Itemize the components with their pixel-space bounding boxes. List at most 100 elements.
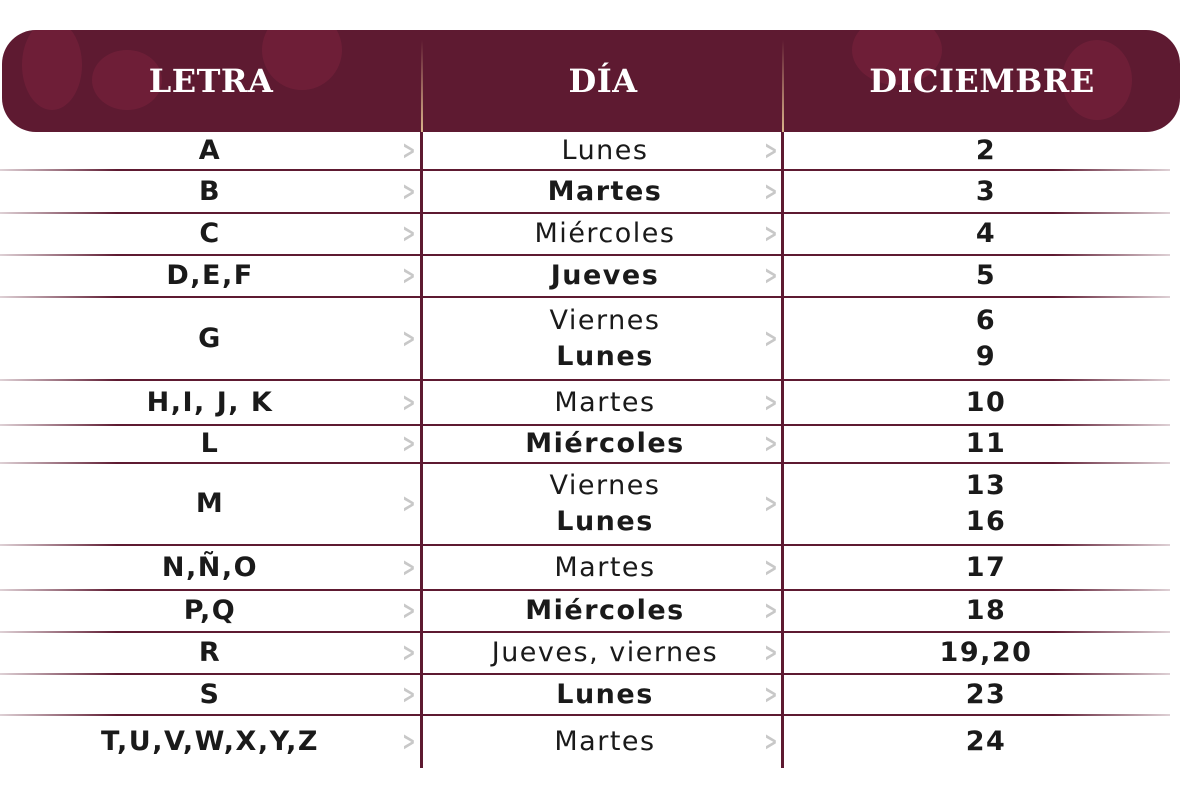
chevron-right-icon: > — [402, 429, 416, 459]
letter-cell: H,I, J, K — [146, 386, 274, 418]
date-text: 11 — [965, 428, 1007, 459]
chevron-right-icon: > — [402, 596, 416, 626]
day-cell: Martes — [425, 545, 785, 590]
flower-decoration — [1062, 40, 1132, 120]
day-cell: Lunes — [425, 674, 785, 715]
day-cell: Viernes Lunes — [425, 463, 785, 545]
header-divider — [782, 40, 784, 132]
row-divider — [0, 379, 1170, 381]
day-cell: Lunes — [425, 132, 785, 170]
day-cell: Jueves, viernes — [425, 632, 785, 674]
date-text: 5 — [975, 260, 997, 291]
table-row: > > L Miércoles 11 — [0, 425, 1200, 463]
chevron-right-icon: > — [402, 638, 416, 668]
letter-cell: T,U,V,W,X,Y,Z — [100, 725, 319, 757]
day-text: Martes — [554, 725, 656, 757]
chevron-right-icon: > — [402, 261, 416, 291]
date-text: 6 — [975, 304, 997, 336]
date-text: 2 — [975, 135, 997, 166]
chevron-right-icon: > — [764, 679, 778, 710]
flower-decoration — [92, 50, 162, 110]
day-cell: Miércoles — [425, 425, 785, 463]
chevron-right-icon: > — [764, 176, 778, 207]
day-text: Viernes — [549, 304, 661, 336]
letter-cell: G — [198, 322, 222, 354]
row-divider — [0, 673, 1170, 675]
letter-cell: N,Ñ,O — [161, 551, 259, 583]
letter-cell: B — [198, 175, 222, 207]
date-cell: 17 — [786, 545, 1186, 590]
date-cell: 11 — [786, 425, 1186, 463]
letter-cell: A — [198, 135, 222, 166]
chevron-right-icon: > — [764, 489, 778, 519]
day-cell: Viernes Lunes — [425, 297, 785, 380]
chevron-right-icon: > — [402, 176, 416, 207]
chevron-right-icon: > — [402, 136, 416, 166]
row-divider — [0, 462, 1170, 464]
day-text: Lunes — [556, 506, 654, 537]
letter-cell: P,Q — [183, 595, 237, 626]
date-cell: 24 — [786, 715, 1186, 768]
date-text: 16 — [965, 506, 1007, 537]
flower-decoration — [852, 30, 942, 85]
column-divider — [781, 132, 784, 768]
day-text: Viernes — [549, 470, 661, 501]
row-divider — [0, 589, 1170, 591]
letter-cell: C — [199, 218, 221, 249]
chevron-right-icon: > — [402, 726, 416, 757]
row-divider — [0, 169, 1170, 171]
date-text: 13 — [965, 470, 1007, 501]
day-text: Miércoles — [525, 595, 685, 626]
row-divider — [0, 296, 1170, 298]
row-divider — [0, 254, 1170, 256]
chevron-right-icon: > — [764, 323, 778, 354]
date-text: 24 — [965, 725, 1007, 757]
date-cell: 23 — [786, 674, 1186, 715]
day-text: Jueves, viernes — [491, 637, 719, 668]
table-row: > > A Lunes 2 — [0, 132, 1200, 170]
table-row: > > S Lunes 23 — [0, 674, 1200, 715]
date-text: 4 — [975, 218, 997, 249]
date-text: 10 — [965, 386, 1007, 418]
chevron-right-icon: > — [402, 679, 416, 710]
table-row: > > B Martes 3 — [0, 170, 1200, 213]
date-text: 19,20 — [939, 637, 1033, 668]
row-divider — [0, 544, 1170, 546]
chevron-right-icon: > — [402, 489, 416, 519]
row-divider — [0, 212, 1170, 214]
day-cell: Miércoles — [425, 213, 785, 255]
date-cell: 19,20 — [786, 632, 1186, 674]
chevron-right-icon: > — [764, 136, 778, 166]
date-text: 3 — [975, 175, 997, 207]
table-row: > > G Viernes Lunes 6 9 — [0, 297, 1200, 380]
column-divider — [420, 132, 423, 768]
header-month: DICIEMBRE — [869, 62, 1095, 100]
table-row: > > D,E,F Jueves 5 — [0, 255, 1200, 297]
date-cell: 4 — [786, 213, 1186, 255]
letter-cell: D,E,F — [166, 260, 254, 291]
letter-cell: S — [199, 678, 221, 710]
day-text: Lunes — [556, 678, 654, 710]
header-letter: LETRA — [148, 62, 274, 100]
flower-decoration — [22, 30, 82, 110]
chevron-right-icon: > — [764, 219, 778, 249]
day-text: Miércoles — [534, 218, 676, 249]
date-cell: 5 — [786, 255, 1186, 297]
chevron-right-icon: > — [764, 387, 778, 418]
table-row: > > P,Q Miércoles 18 — [0, 590, 1200, 632]
date-cell: 13 16 — [786, 463, 1186, 545]
day-text: Miércoles — [525, 428, 685, 459]
date-cell: 10 — [786, 380, 1186, 425]
chevron-right-icon: > — [764, 261, 778, 291]
row-divider — [0, 714, 1170, 716]
date-cell: 2 — [786, 132, 1186, 170]
day-cell: Martes — [425, 715, 785, 768]
table-header: LETRA DÍA DICIEMBRE — [2, 30, 1180, 132]
day-text: Lunes — [556, 340, 654, 372]
table-row: > > H,I, J, K Martes 10 — [0, 380, 1200, 425]
chevron-right-icon: > — [764, 429, 778, 459]
chevron-right-icon: > — [764, 638, 778, 668]
letter-cell: L — [200, 428, 220, 459]
day-text: Martes — [554, 551, 656, 583]
date-cell: 18 — [786, 590, 1186, 632]
